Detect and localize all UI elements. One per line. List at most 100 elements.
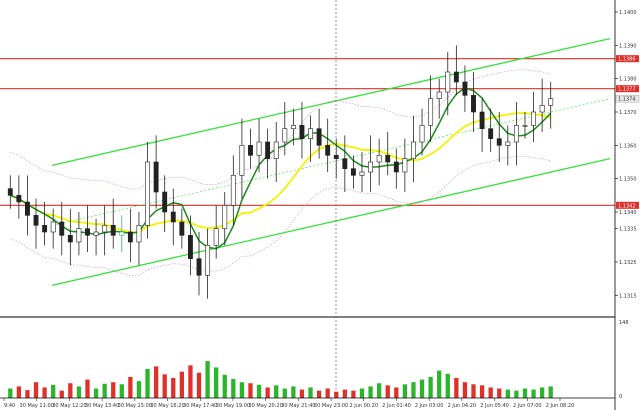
- level-price-badge: [616, 85, 639, 93]
- candle-body: [136, 225, 142, 243]
- candle-body: [85, 228, 90, 236]
- time-tick-label: 30 May 17:40: [183, 403, 217, 409]
- time-tick-label: 30 May 19:00: [216, 403, 250, 409]
- volume-bar: [102, 383, 107, 398]
- volume-zero-label: 0: [619, 394, 622, 400]
- price-tick-label: 1.1360: [619, 143, 637, 149]
- candle-body: [239, 145, 245, 176]
- volume-bar: [136, 381, 142, 398]
- candle-body: [350, 168, 356, 176]
- candle-body: [376, 155, 382, 163]
- volume-max-label: 148: [619, 320, 629, 326]
- volume-bar: [325, 388, 330, 398]
- candle-body: [16, 195, 22, 203]
- candle-body: [419, 125, 425, 143]
- volume-bar: [205, 361, 210, 398]
- candle-body: [25, 201, 30, 216]
- price-tick-label: 1.1340: [619, 210, 637, 216]
- ma-fast-line: [10, 87, 552, 250]
- price-tick-label: 1.1380: [619, 77, 637, 83]
- level-price-badge: [616, 55, 639, 63]
- time-tick-label: 30 May 21:40: [281, 403, 315, 409]
- volume-bar: [282, 388, 287, 398]
- candle-body: [213, 228, 219, 246]
- time-tick-label: 2 Jun 05:40: [480, 403, 509, 409]
- level-price-label: 1.1377: [618, 87, 636, 93]
- level-price-label: 1.1342: [618, 203, 636, 209]
- candle-body: [93, 231, 99, 236]
- volume-bar: [334, 391, 339, 398]
- candle-body: [119, 231, 125, 236]
- time-tick-label: 30 May 13:40: [85, 403, 119, 409]
- candle-body: [359, 171, 365, 176]
- volume-bar: [222, 374, 227, 398]
- volume-bar: [308, 387, 313, 398]
- time-tick-label: 2 Jun 00:20: [349, 403, 378, 409]
- candle-body: [290, 125, 296, 129]
- volume-layer: [8, 361, 553, 398]
- candle-body: [67, 235, 73, 243]
- channel-upper-line: [51, 38, 611, 166]
- candle-body: [428, 98, 434, 126]
- volume-bar: [256, 384, 262, 398]
- candle-body: [76, 228, 82, 243]
- candle-body: [471, 95, 476, 113]
- volume-bar: [59, 390, 64, 398]
- volume-bar: [291, 386, 296, 398]
- candle-body: [179, 221, 185, 236]
- time-tick-label: 30 May 16:20: [150, 403, 184, 409]
- channel-lower-line: [51, 158, 611, 286]
- volume-bar: [231, 379, 236, 398]
- time-tick-label: 2 Jun 07:00: [513, 403, 542, 409]
- candle-body: [479, 111, 485, 129]
- volume-bar: [179, 371, 184, 398]
- volume-bar: [33, 382, 39, 398]
- ma-slow-line: [9, 112, 551, 234]
- candle-body: [299, 125, 305, 139]
- volume-bar: [342, 389, 347, 398]
- candle-body: [393, 161, 399, 173]
- volume-bar: [385, 385, 390, 398]
- candle-body: [445, 71, 451, 93]
- candle-body: [368, 161, 374, 173]
- candle-layer: [7, 45, 554, 299]
- volume-bar: [25, 390, 30, 398]
- volume-bar: [51, 384, 56, 398]
- price-tick-label: 1.1315: [619, 293, 637, 299]
- volume-bar: [377, 383, 382, 398]
- candle-body: [462, 81, 468, 96]
- volume-bar: [111, 382, 116, 398]
- candle-body: [33, 215, 39, 226]
- volume-bar: [462, 382, 468, 398]
- candle-body: [127, 231, 133, 243]
- level-price-label: 1.1386: [618, 57, 636, 63]
- volume-bar: [539, 387, 545, 398]
- volume-bar: [411, 382, 416, 398]
- candle-body: [145, 161, 150, 226]
- time-tick-label: 30 May 15:00: [118, 403, 152, 409]
- volume-bar: [514, 390, 519, 398]
- time-tick-label: 30 May 20:20: [248, 403, 282, 409]
- candle-body: [505, 141, 511, 146]
- volume-bar: [402, 384, 408, 398]
- candle-body: [522, 125, 528, 127]
- volume-bar: [76, 386, 82, 398]
- time-tick-label: 30 May 12:20: [52, 403, 86, 409]
- volume-bar: [8, 388, 13, 398]
- time-tick-label: 9:40: [4, 403, 15, 409]
- price-tick-label: 1.1335: [619, 227, 637, 233]
- candle-body: [531, 111, 536, 126]
- volume-bar: [42, 387, 47, 398]
- candle-body: [496, 138, 502, 146]
- volume-bar: [299, 389, 305, 398]
- volume-bar: [265, 387, 270, 398]
- candle-body: [248, 145, 253, 156]
- candle-body: [453, 71, 459, 83]
- candle-body: [42, 225, 48, 233]
- volume-bar: [145, 369, 150, 398]
- volume-bar: [522, 388, 528, 398]
- price-tick-label: 1.1400: [619, 10, 637, 16]
- volume-bar: [479, 385, 485, 398]
- candle-body: [513, 125, 519, 143]
